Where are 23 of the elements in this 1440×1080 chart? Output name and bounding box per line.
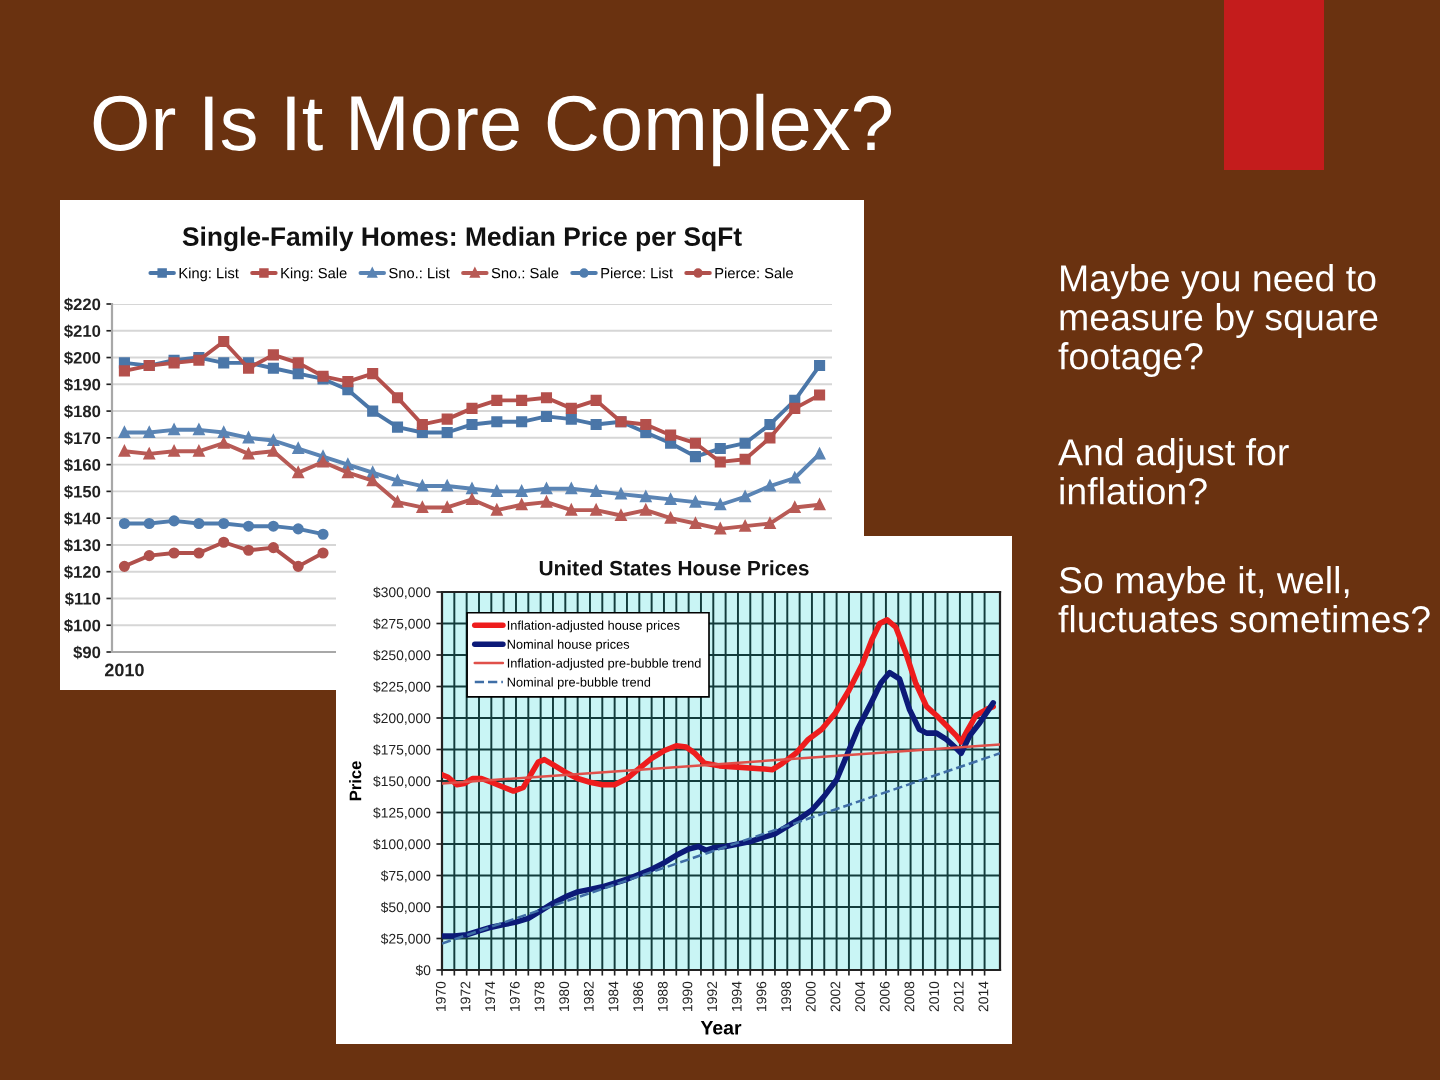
text: Or Is It More Complex? <box>93 93 892 167</box>
y-tick-label: $90 <box>73 645 101 660</box>
text: So maybe it, well, fluctuates sometimes? <box>1058 566 1430 633</box>
y-tick-label: $150 <box>64 485 101 499</box>
x-tick-label: 2010 <box>104 663 144 677</box>
y-tick-label: $100 <box>64 618 101 633</box>
y-tick-label: $180 <box>64 404 101 419</box>
text: Maybe you need to measure by square footage? <box>1058 264 1378 378</box>
y-axis-title: Price <box>349 761 362 801</box>
y-tick-label: $190 <box>64 377 101 392</box>
chart-title: Single-Family Homes: Median Price per SqFt <box>182 226 742 252</box>
y-tick-label: $160 <box>64 458 101 472</box>
text: And adjust for inflation? <box>1058 438 1289 505</box>
y-tick-label: $170 <box>64 431 101 446</box>
y-tick-label: $220 <box>64 297 101 312</box>
y-tick-label: $110 <box>64 592 101 606</box>
y-tick-label: $130 <box>64 538 101 553</box>
y-tick-label: $200 <box>64 351 101 365</box>
y-tick-label: $120 <box>64 565 101 579</box>
y-tick-label: $210 <box>64 324 101 339</box>
chart-title: United States House Prices <box>539 560 809 576</box>
x-axis-title: Year <box>700 1021 742 1035</box>
y-tick-label: $140 <box>64 511 101 526</box>
